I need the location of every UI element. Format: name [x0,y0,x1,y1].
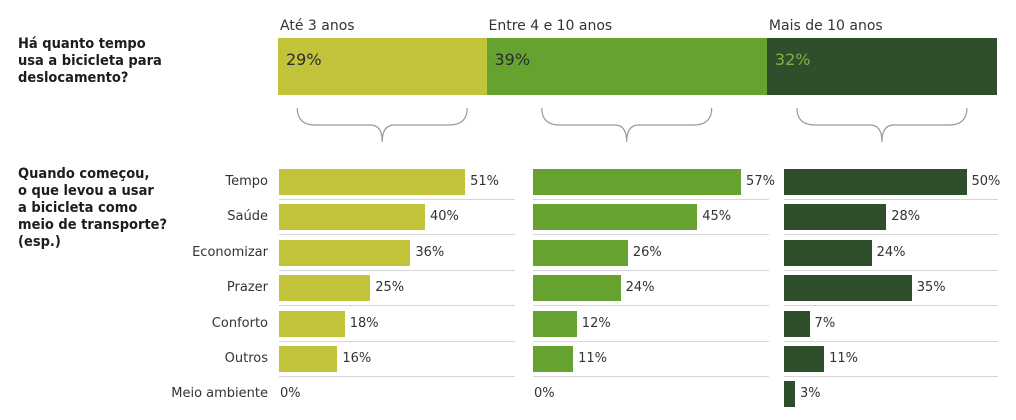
value-label: 0% [534,386,555,402]
bar [533,204,698,231]
row-divider [279,199,515,200]
row-divider [279,305,515,307]
value-label: 50% [971,174,1001,189]
segment-bar: 29% [278,38,487,95]
row-divider [784,340,998,342]
category-label: Outros [224,351,268,366]
question-2: Quando começou, o que levou a usar a bic… [18,166,167,251]
category-label: Conforto [211,315,268,331]
bar [279,239,411,266]
bar [279,169,466,195]
segment-label: Até 3 anos [280,18,355,34]
category-label: Economizar [192,244,268,260]
segment-value: 29% [286,50,322,69]
question-2-line: Quando começou, [18,166,150,182]
segment-label: Mais de 10 anos [768,18,883,34]
row-divider [279,234,515,236]
row-divider [279,340,515,342]
brace [541,107,713,143]
bar [784,275,912,302]
bar [533,275,621,302]
question-1-line: Há quanto tempo [18,36,146,52]
value-label: 0% [280,386,301,402]
brace [796,107,968,143]
row-divider [784,234,998,236]
value-label: 16% [342,351,372,366]
bar [279,204,425,231]
bar [784,346,825,372]
row-divider [533,340,769,342]
bar [279,310,345,337]
value-label: 57% [746,174,775,189]
value-label: 11% [578,351,608,366]
row-divider [784,305,998,307]
row-divider [784,269,998,271]
question-2-line: (esp.) [18,234,61,250]
category-label: Meio ambiente [171,386,268,402]
brace [296,107,468,143]
row-divider [533,376,769,377]
bar [533,169,742,195]
row-divider [784,376,998,377]
question-2-line: a bicicleta como [18,200,138,216]
value-label: 25% [375,280,405,296]
braces [296,107,968,143]
bar [533,346,574,372]
value-label: 24% [625,280,655,296]
question-2-line: meio de transporte? [18,217,168,233]
row-divider [533,305,769,307]
value-label: 7% [814,315,836,331]
value-label: 51% [470,174,500,189]
value-label: 40% [430,209,459,225]
bar [279,346,338,372]
category-label: Prazer [226,280,268,296]
segment-bar: 32% [766,38,997,95]
row-divider [533,234,769,236]
bar [784,239,872,266]
segment-value: 39% [494,50,531,69]
row-divider [784,199,998,200]
value-label: 28% [891,209,921,225]
question-1-line: deslocamento? [18,70,129,86]
row-divider [279,376,515,377]
value-label: 45% [702,209,732,225]
segment-label: Entre 4 e 10 anos [488,18,613,34]
value-label: 36% [415,244,445,260]
bar [784,169,967,195]
bar [784,381,795,408]
value-label: 12% [581,315,611,331]
segment-bar: 39% [486,38,767,95]
question-1: Há quanto tempo usa a bicicleta para des… [18,36,162,87]
row-divider [533,269,769,271]
value-label: 24% [876,244,906,260]
value-label: 18% [349,315,379,331]
value-label: 3% [799,386,821,402]
bar [533,239,628,266]
bar [279,275,371,302]
value-label: 11% [829,351,859,366]
question-2-line: o que levou a usar [18,183,154,199]
segment-value: 32% [774,50,811,69]
category-label: Tempo [225,174,268,189]
row-divider [533,199,769,200]
bar [784,310,810,337]
bar [784,204,887,231]
value-label: 26% [632,244,662,260]
question-1-line: usa a bicicleta para [18,53,162,69]
value-label: 35% [916,280,946,296]
category-label: Saúde [227,209,268,225]
bar [533,310,577,337]
row-divider [279,269,515,271]
